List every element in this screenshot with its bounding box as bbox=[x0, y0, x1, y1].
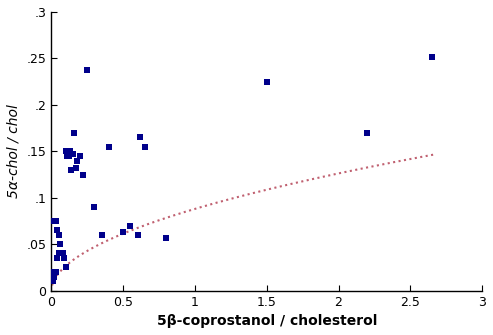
Point bbox=[56, 242, 64, 247]
Point bbox=[56, 251, 64, 256]
Point bbox=[62, 149, 70, 154]
Point bbox=[105, 144, 113, 149]
Point bbox=[49, 269, 57, 275]
X-axis label: 5β-coprostanol / cholesterol: 5β-coprostanol / cholesterol bbox=[157, 314, 377, 328]
Point bbox=[63, 153, 71, 158]
Point bbox=[58, 251, 66, 256]
Point bbox=[52, 218, 60, 224]
Point bbox=[55, 251, 63, 256]
Point bbox=[50, 218, 58, 224]
Point bbox=[363, 130, 371, 135]
Point bbox=[52, 269, 60, 275]
Point bbox=[49, 279, 57, 284]
Point bbox=[68, 167, 75, 173]
Point bbox=[53, 227, 61, 233]
Point bbox=[72, 165, 80, 171]
Point bbox=[53, 256, 61, 261]
Point bbox=[126, 223, 134, 228]
Point bbox=[60, 256, 68, 261]
Point bbox=[65, 153, 72, 158]
Point bbox=[73, 158, 81, 163]
Point bbox=[428, 54, 436, 59]
Point bbox=[134, 232, 141, 238]
Point bbox=[119, 229, 127, 235]
Point bbox=[137, 135, 144, 140]
Point bbox=[62, 265, 70, 270]
Point bbox=[141, 144, 148, 149]
Point bbox=[162, 235, 170, 241]
Point bbox=[66, 149, 74, 154]
Point bbox=[50, 274, 58, 279]
Point bbox=[79, 172, 87, 177]
Point bbox=[83, 67, 91, 72]
Point bbox=[98, 232, 106, 238]
Point bbox=[76, 153, 84, 158]
Point bbox=[69, 151, 77, 157]
Point bbox=[70, 130, 78, 135]
Point bbox=[263, 79, 271, 84]
Point bbox=[55, 232, 63, 238]
Y-axis label: 5α-chol / chol: 5α-chol / chol bbox=[7, 105, 21, 198]
Point bbox=[58, 251, 66, 256]
Point bbox=[91, 204, 99, 210]
Point bbox=[59, 251, 67, 256]
